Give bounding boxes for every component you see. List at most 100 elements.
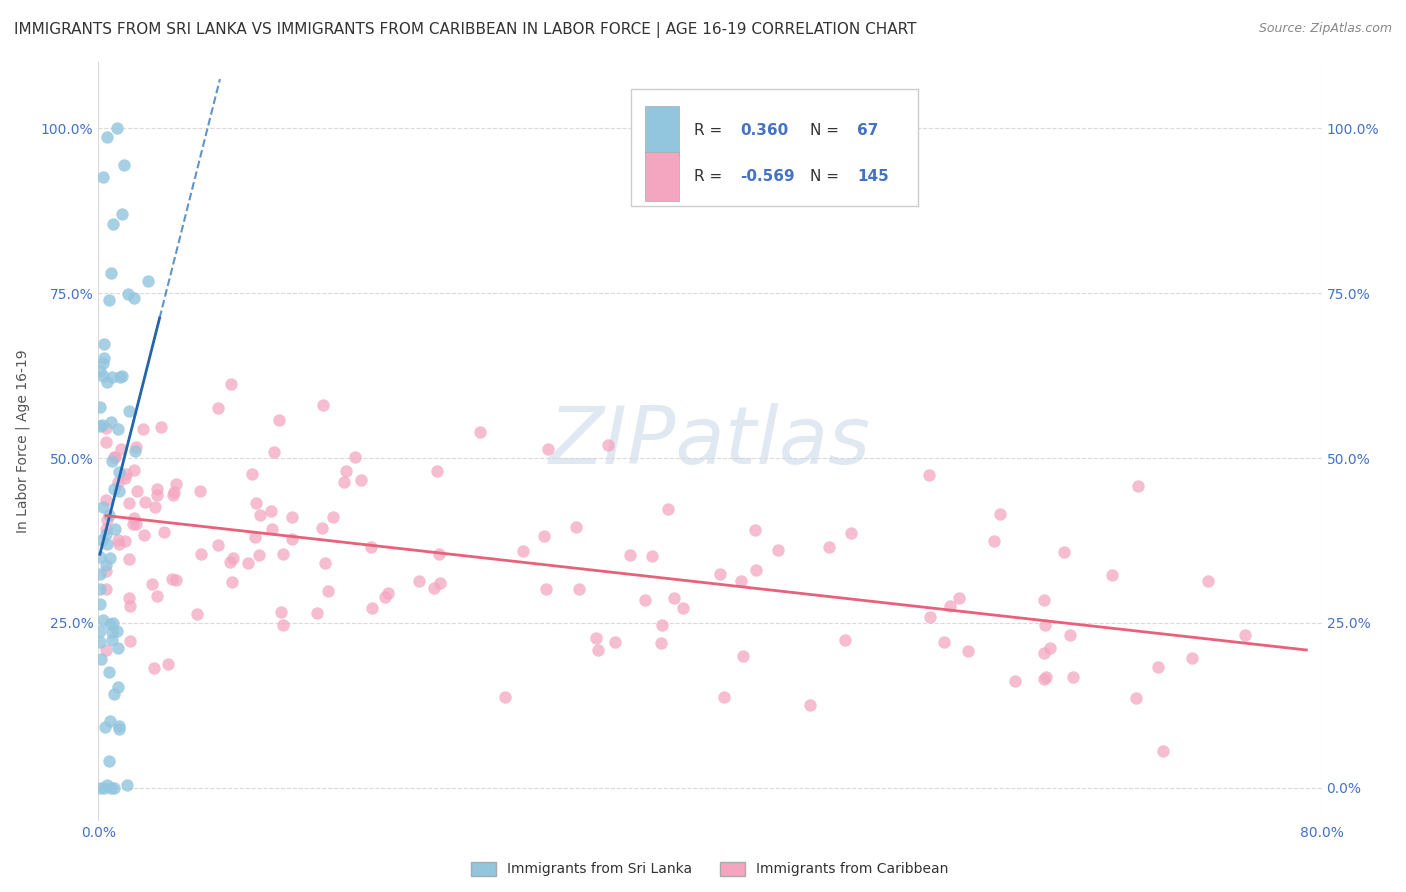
Point	[118, 591, 141, 605]
Point	[245, 496, 267, 510]
Point	[818, 540, 841, 554]
Point	[1062, 670, 1084, 684]
Point	[1004, 674, 1026, 689]
Point	[262, 523, 284, 537]
Point	[1128, 478, 1150, 492]
Point	[1039, 640, 1062, 655]
Text: 0.360: 0.360	[741, 123, 789, 138]
Legend: Immigrants from Sri Lanka, Immigrants from Caribbean: Immigrants from Sri Lanka, Immigrants fr…	[465, 856, 955, 882]
Point	[360, 540, 382, 554]
Point	[91, 169, 114, 184]
Point	[156, 657, 179, 672]
Point	[108, 465, 131, 479]
Point	[236, 557, 259, 571]
Point	[186, 607, 208, 621]
Point	[1032, 646, 1054, 660]
Point	[918, 609, 941, 624]
Point	[1035, 670, 1057, 684]
Point	[709, 566, 731, 581]
Text: 145: 145	[856, 169, 889, 184]
Point	[335, 464, 357, 478]
Point	[96, 130, 118, 145]
Point	[96, 527, 118, 541]
Point	[598, 438, 620, 452]
Point	[165, 573, 187, 587]
Point	[312, 398, 335, 412]
Point	[98, 714, 121, 728]
Point	[89, 400, 111, 414]
Point	[107, 624, 129, 638]
Point	[94, 435, 117, 450]
Point	[94, 643, 117, 657]
Point	[190, 547, 212, 561]
Point	[118, 552, 141, 566]
Point	[565, 520, 588, 534]
Point	[311, 520, 333, 534]
Point	[94, 558, 117, 573]
Text: ZIPatlas: ZIPatlas	[548, 402, 872, 481]
Point	[249, 508, 271, 522]
Point	[733, 648, 755, 663]
Point	[374, 590, 396, 604]
Point	[104, 522, 127, 536]
Point	[94, 720, 117, 734]
Point	[730, 574, 752, 588]
Point	[270, 605, 292, 619]
Point	[512, 543, 534, 558]
Point	[89, 635, 111, 649]
Point	[619, 549, 641, 563]
Point	[207, 401, 229, 416]
Point	[117, 286, 139, 301]
Point	[281, 509, 304, 524]
Point	[103, 450, 125, 464]
Point	[127, 483, 149, 498]
Point	[94, 582, 117, 596]
Point	[150, 420, 173, 434]
Point	[221, 574, 243, 589]
Point	[988, 507, 1011, 521]
Point	[641, 549, 664, 563]
Point	[713, 690, 735, 705]
Point	[103, 615, 125, 630]
Point	[108, 719, 131, 733]
Point	[314, 556, 336, 570]
Point	[94, 522, 117, 536]
Point	[91, 356, 114, 370]
Point	[93, 351, 115, 365]
Point	[89, 597, 111, 611]
Text: 67: 67	[856, 123, 879, 138]
Point	[120, 633, 142, 648]
FancyBboxPatch shape	[645, 106, 679, 155]
Point	[1125, 690, 1147, 705]
Point	[103, 482, 125, 496]
Point	[651, 617, 673, 632]
Point	[273, 547, 295, 561]
Point	[533, 529, 555, 543]
Point	[100, 415, 122, 429]
Point	[605, 635, 627, 649]
Point	[307, 606, 329, 620]
Point	[96, 778, 118, 792]
Point	[132, 422, 155, 436]
Point	[799, 698, 821, 713]
Point	[585, 631, 607, 645]
Point	[160, 572, 183, 586]
Point	[219, 377, 242, 392]
Point	[108, 370, 131, 384]
Point	[110, 442, 132, 457]
Point	[107, 533, 129, 548]
Text: R =: R =	[695, 123, 727, 138]
Point	[141, 576, 163, 591]
Point	[939, 599, 962, 613]
Point	[103, 687, 125, 701]
Point	[162, 488, 184, 502]
Point	[568, 582, 591, 596]
Y-axis label: In Labor Force | Age 16-19: In Labor Force | Age 16-19	[15, 350, 30, 533]
Point	[263, 445, 285, 459]
Point	[377, 586, 399, 600]
Point	[107, 422, 129, 436]
Point	[89, 624, 111, 638]
Point	[267, 413, 290, 427]
Point	[948, 591, 970, 606]
Point	[136, 274, 159, 288]
